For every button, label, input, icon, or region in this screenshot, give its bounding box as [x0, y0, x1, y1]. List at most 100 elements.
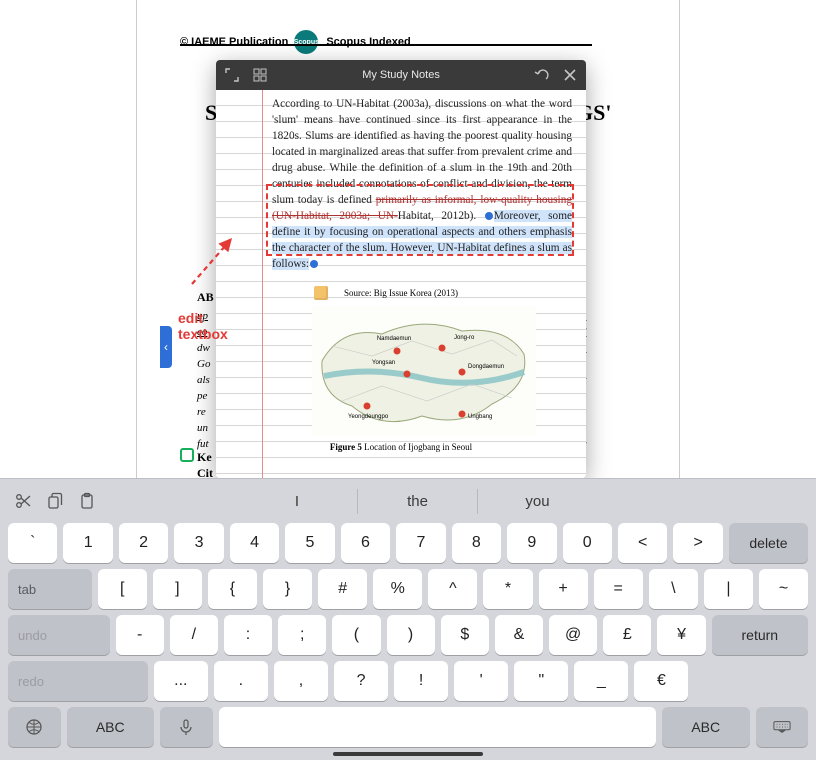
key-amp[interactable]: & [495, 615, 543, 655]
key-pound[interactable]: £ [603, 615, 651, 655]
keyboard-row-5: ABC ABC [8, 707, 808, 747]
keyboard-toolbar: I the you [8, 485, 808, 517]
key-yen[interactable]: ¥ [657, 615, 705, 655]
grid-view-icon[interactable] [252, 67, 268, 83]
selection-end-handle[interactable] [310, 260, 318, 268]
key-3[interactable]: 3 [174, 523, 223, 563]
key-ellipsis[interactable]: ... [154, 661, 208, 701]
key-hash[interactable]: # [318, 569, 367, 609]
scopus-indexed-text: Scopus Indexed [326, 36, 410, 48]
key-plus[interactable]: + [539, 569, 588, 609]
expand-icon[interactable] [224, 67, 240, 83]
key-tab[interactable]: tab [8, 569, 92, 609]
figure-map: Namdaemun Jong-ro Yongsan Dongdaemun Yeo… [312, 306, 536, 436]
key-9[interactable]: 9 [507, 523, 556, 563]
key-apostrophe[interactable]: ' [454, 661, 508, 701]
suggestion-3[interactable]: you [477, 489, 597, 514]
keyboard-row-2: tab [ ] { } # % ^ * + = \ | ~ [8, 569, 808, 609]
key-dollar[interactable]: $ [441, 615, 489, 655]
key-0[interactable]: 0 [563, 523, 612, 563]
key-7[interactable]: 7 [396, 523, 445, 563]
key-pipe[interactable]: | [704, 569, 753, 609]
key-quote[interactable]: " [514, 661, 568, 701]
side-drawer-toggle[interactable]: ‹ [160, 326, 172, 368]
map-label-a: Namdaemun [377, 336, 411, 342]
selection-start-handle[interactable] [485, 212, 493, 220]
key-rbrace[interactable]: } [263, 569, 312, 609]
suggestion-2[interactable]: the [357, 489, 477, 514]
close-icon[interactable] [562, 67, 578, 83]
key-percent[interactable]: % [373, 569, 422, 609]
key-8[interactable]: 8 [452, 523, 501, 563]
key-comma[interactable]: , [274, 661, 328, 701]
key-period[interactable]: . [214, 661, 268, 701]
callout-label: edit textbox [178, 310, 228, 342]
key-abc-left[interactable]: ABC [67, 707, 155, 747]
note-title: My Study Notes [362, 69, 440, 81]
key-lt[interactable]: < [618, 523, 667, 563]
key-rparen[interactable]: ) [387, 615, 435, 655]
key-caret[interactable]: ^ [428, 569, 477, 609]
key-tilde[interactable]: ~ [759, 569, 808, 609]
key-euro[interactable]: € [634, 661, 688, 701]
key-backslash[interactable]: \ [649, 569, 698, 609]
figure-text: Location of Ijogbang in Seoul [362, 442, 472, 452]
key-minus[interactable]: - [116, 615, 164, 655]
note-sel-prefix: Habitat, 2012b). [398, 210, 484, 222]
key-asterisk[interactable]: * [483, 569, 532, 609]
key-5[interactable]: 5 [285, 523, 334, 563]
figure-caption: Figure 5 Location of Ijogbang in Seoul [216, 442, 586, 452]
onscreen-keyboard: I the you ` 1 2 3 4 5 6 7 8 9 0 < > dele… [0, 478, 816, 760]
study-notes-window: My Study Notes According to UN-Habitat (… [216, 60, 586, 478]
key-equals[interactable]: = [594, 569, 643, 609]
note-textbox[interactable]: According to UN-Habitat (2003a), discuss… [272, 96, 572, 272]
home-indicator[interactable] [333, 752, 483, 756]
undo-icon[interactable] [534, 67, 550, 83]
paste-icon[interactable] [78, 492, 96, 510]
map-label-f: Ungbang [468, 414, 492, 420]
doc-header-rule [180, 44, 592, 46]
key-underscore[interactable]: _ [574, 661, 628, 701]
key-redo[interactable]: redo [8, 661, 148, 701]
key-at[interactable]: @ [549, 615, 597, 655]
key-colon[interactable]: : [224, 615, 272, 655]
key-semicolon[interactable]: ; [278, 615, 326, 655]
key-globe[interactable] [8, 707, 61, 747]
key-lbracket[interactable]: [ [98, 569, 147, 609]
figure-label: Figure 5 [330, 442, 362, 452]
note-titlebar[interactable]: My Study Notes [216, 60, 586, 90]
key-hide-keyboard[interactable] [756, 707, 809, 747]
key-dictate[interactable] [160, 707, 213, 747]
copy-icon[interactable] [46, 492, 64, 510]
key-6[interactable]: 6 [341, 523, 390, 563]
key-abc-right[interactable]: ABC [662, 707, 750, 747]
publisher-text: © IAEME Publication [180, 36, 288, 48]
suggestion-1[interactable]: I [237, 489, 357, 514]
key-2[interactable]: 2 [119, 523, 168, 563]
note-paragraph-a: According to UN-Habitat (2003a), discuss… [272, 98, 572, 206]
key-delete[interactable]: delete [729, 523, 808, 563]
key-space[interactable] [219, 707, 657, 747]
key-return[interactable]: return [712, 615, 808, 655]
map-label-e: Yeongdeungpo [348, 414, 389, 420]
key-4[interactable]: 4 [230, 523, 279, 563]
keyboard-suggestions: I the you [96, 489, 738, 514]
key-1[interactable]: 1 [63, 523, 112, 563]
key-undo[interactable]: undo [8, 615, 110, 655]
key-lparen[interactable]: ( [332, 615, 380, 655]
key-slash[interactable]: / [170, 615, 218, 655]
keywords-heading-fragment: Ke [197, 450, 212, 465]
scissors-icon[interactable] [14, 492, 32, 510]
keyboard-row-4: redo ... . , ? ! ' " _ € [8, 661, 808, 701]
key-rbracket[interactable]: ] [153, 569, 202, 609]
keyboard-row-3: undo - / : ; ( ) $ & @ £ ¥ return [8, 615, 808, 655]
annotation-marker-icon[interactable] [180, 448, 194, 462]
key-gt[interactable]: > [673, 523, 722, 563]
key-lbrace[interactable]: { [208, 569, 257, 609]
key-question[interactable]: ? [334, 661, 388, 701]
key-backtick[interactable]: ` [8, 523, 57, 563]
doc-header: © IAEME Publication Scopus Scopus Indexe… [180, 30, 592, 54]
map-label-d: Dongdaemun [468, 364, 504, 370]
key-exclaim[interactable]: ! [394, 661, 448, 701]
note-body[interactable]: According to UN-Habitat (2003a), discuss… [216, 90, 586, 478]
